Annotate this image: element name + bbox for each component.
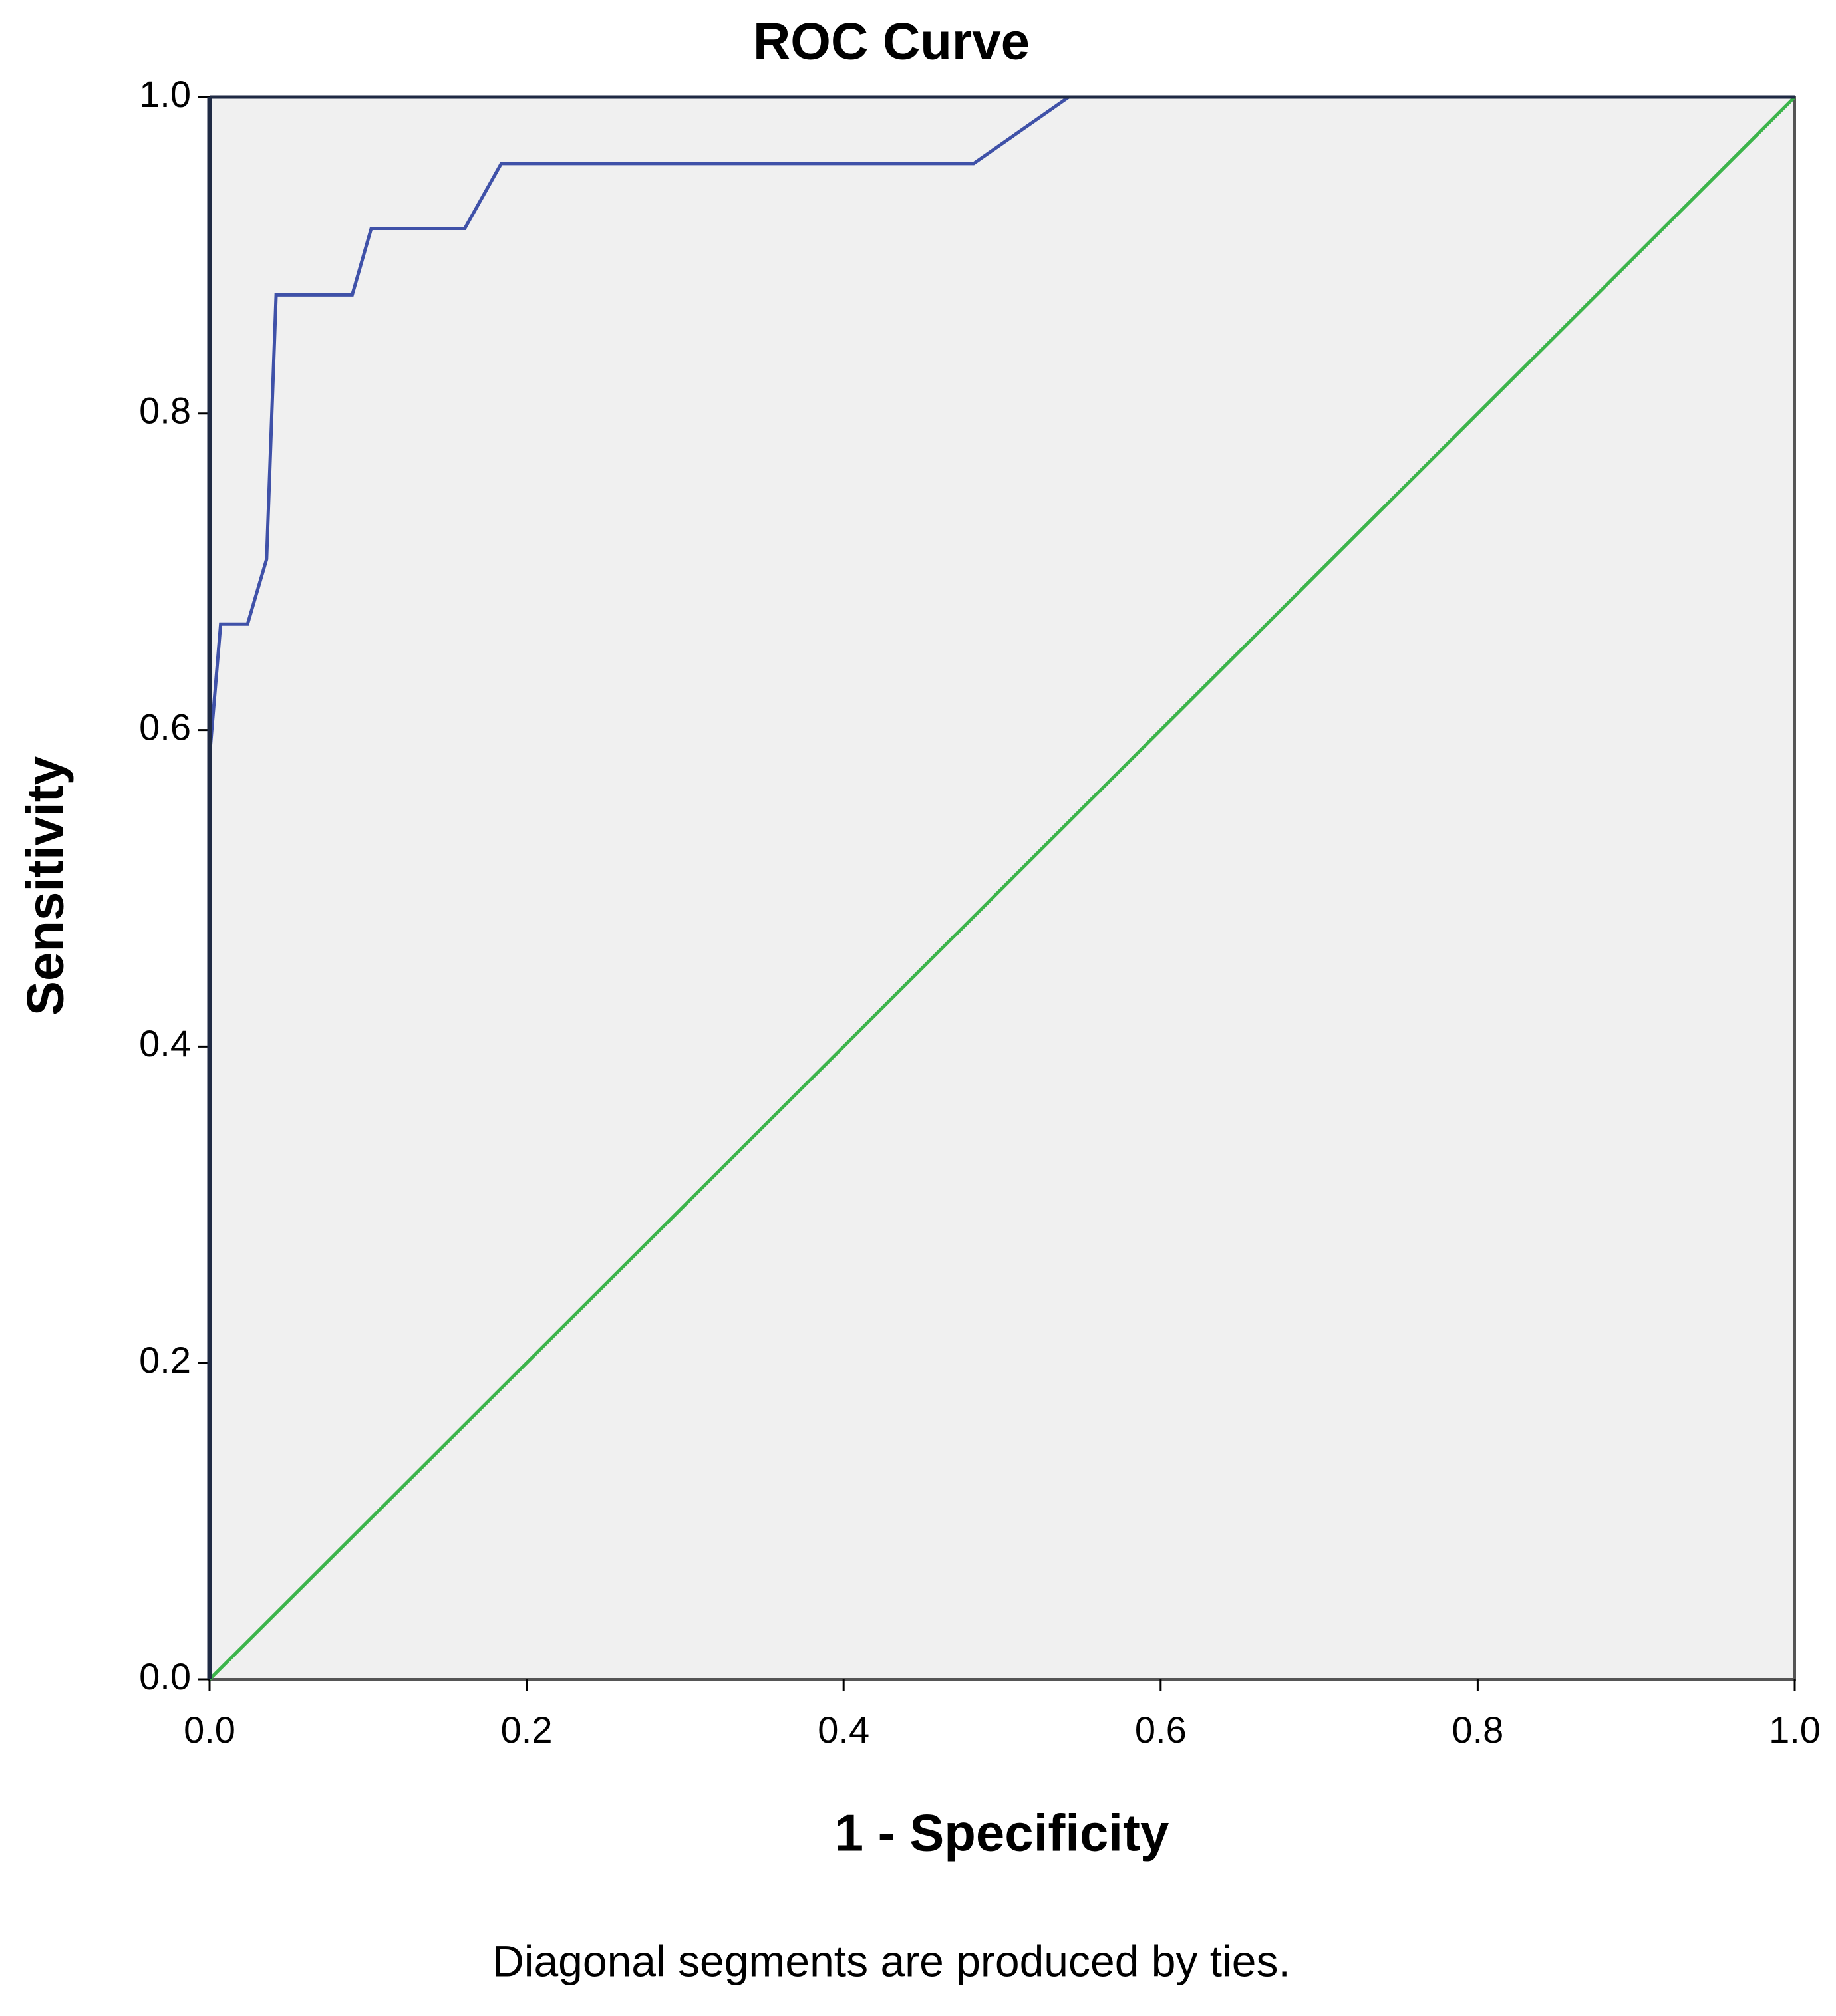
x-axis-label: 1 - Specificity <box>835 1804 1169 1862</box>
x-tick-label: 0.0 <box>184 1709 235 1751</box>
roc-line <box>208 95 1795 1679</box>
roc-line <box>208 96 1796 1681</box>
x-tick-label: 0.4 <box>818 1709 869 1751</box>
y-tick-label: 0.6 <box>139 706 191 748</box>
footnote: Diagonal segments are produced by ties. <box>492 1936 1291 1985</box>
x-tick-label: 0.2 <box>501 1709 553 1751</box>
y-tick-label: 0.2 <box>139 1339 191 1381</box>
x-tick-label: 0.6 <box>1135 1709 1187 1751</box>
y-tick-label: 1.0 <box>139 73 191 115</box>
y-tick-label: 0.4 <box>139 1022 191 1064</box>
y-tick-label: 0.0 <box>139 1656 191 1697</box>
y-tick-label: 0.8 <box>139 390 191 432</box>
x-tick-label: 1.0 <box>1769 1709 1821 1751</box>
chart-title: ROC Curve <box>753 12 1030 71</box>
x-tick-label: 0.8 <box>1452 1709 1503 1751</box>
y-axis-label: Sensitivity <box>16 756 75 1016</box>
